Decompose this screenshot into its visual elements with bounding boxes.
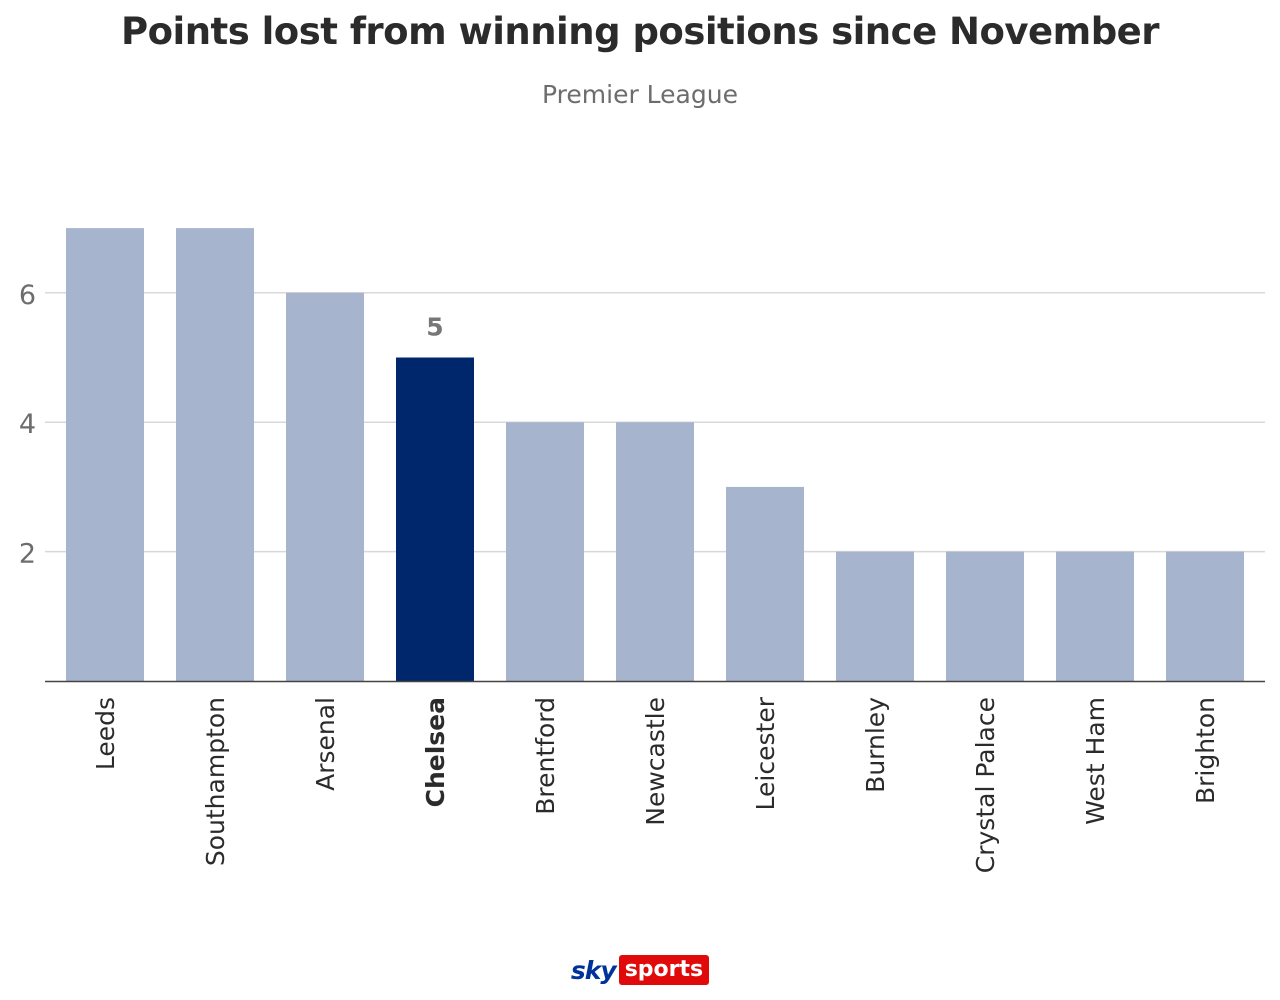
bar <box>286 292 364 681</box>
bar <box>396 357 474 681</box>
bar <box>1166 551 1244 681</box>
y-tick-label: 2 <box>19 539 36 570</box>
x-category-label: Leicester <box>751 696 780 810</box>
bar <box>616 422 694 681</box>
x-category-label: Chelsea <box>421 697 450 807</box>
x-category-label: Crystal Palace <box>971 697 1000 873</box>
bar <box>506 422 584 681</box>
sky-sports-logo: sky sports <box>0 955 1280 985</box>
x-category-label: Burnley <box>861 697 890 793</box>
x-category-label: Brentford <box>531 697 560 815</box>
bar <box>176 228 254 681</box>
x-category-label: Brighton <box>1191 697 1220 804</box>
data-label: 5 <box>426 313 443 342</box>
bar <box>836 551 914 681</box>
x-category-label: Leeds <box>91 697 120 770</box>
x-category-label: West Ham <box>1081 697 1110 825</box>
y-tick-label: 4 <box>19 409 36 440</box>
bar <box>726 486 804 681</box>
chart-subtitle: Premier League <box>542 80 738 109</box>
bar <box>946 551 1024 681</box>
y-tick-label: 6 <box>19 280 36 311</box>
chart-title: Points lost from winning positions since… <box>120 10 1160 53</box>
bar <box>1056 551 1134 681</box>
sports-logo-badge: sports <box>618 955 710 985</box>
bar <box>66 228 144 681</box>
x-category-label: Southampton <box>201 697 230 866</box>
sky-logo-text: sky <box>570 955 617 985</box>
x-category-label: Newcastle <box>641 697 670 826</box>
bar-chart: 2 4 6 5 Leeds Southampton Arsenal Chelsea Brentf… <box>19 228 1265 873</box>
x-category-label: Arsenal <box>311 697 340 791</box>
